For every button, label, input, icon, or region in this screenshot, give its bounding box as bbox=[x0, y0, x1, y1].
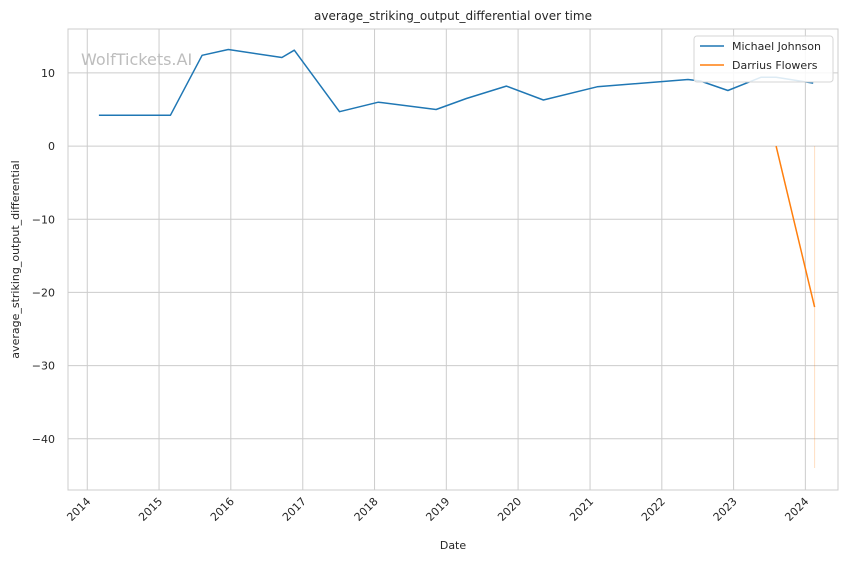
legend-items: Michael Johnson Darrius Flowers bbox=[700, 40, 821, 72]
grid bbox=[68, 29, 838, 490]
x-tick-label: 2020 bbox=[495, 495, 524, 524]
y-tick-label: 0 bbox=[48, 140, 55, 153]
x-tick-label: 2019 bbox=[423, 495, 452, 524]
plot-frame bbox=[67, 28, 839, 491]
watermark: WolfTickets.AI bbox=[81, 50, 192, 69]
x-tick-label: 2024 bbox=[782, 495, 811, 524]
series-line-1 bbox=[98, 48, 814, 117]
x-tick-label: 2018 bbox=[352, 495, 381, 524]
legend-label-2: Darrius Flowers bbox=[732, 59, 818, 72]
legend-box bbox=[693, 35, 834, 83]
legend-label-1: Michael Johnson bbox=[732, 40, 821, 53]
series-line-2 bbox=[775, 145, 816, 308]
x-tick-label: 2014 bbox=[64, 495, 93, 524]
x-tick-label: 2016 bbox=[208, 495, 237, 524]
series-layer bbox=[98, 48, 816, 308]
x-tick-label: 2023 bbox=[711, 495, 740, 524]
y-tick-label: 10 bbox=[41, 67, 55, 80]
y-tick-label: −10 bbox=[32, 213, 55, 226]
x-tick-label: 2021 bbox=[567, 495, 596, 524]
x-tick-label: 2022 bbox=[639, 495, 668, 524]
chart-title: average_striking_output_differential ove… bbox=[314, 9, 592, 23]
y-tick-labels: 10 0 −10 −20 −30 −40 bbox=[32, 67, 55, 446]
y-tick-label: −20 bbox=[32, 286, 55, 299]
y-tick-label: −30 bbox=[32, 360, 55, 373]
legend: Michael Johnson Darrius Flowers bbox=[693, 35, 834, 83]
x-tick-label: 2015 bbox=[136, 495, 165, 524]
x-tick-label: 2017 bbox=[280, 495, 309, 524]
x-tick-labels: 2014 2015 2016 2017 2018 2019 2020 2021 2022 2023… bbox=[64, 495, 811, 524]
y-tick-label: −40 bbox=[32, 433, 55, 446]
y-axis-title: average_striking_output_differential bbox=[9, 160, 22, 358]
x-axis-title: Date bbox=[440, 539, 467, 552]
